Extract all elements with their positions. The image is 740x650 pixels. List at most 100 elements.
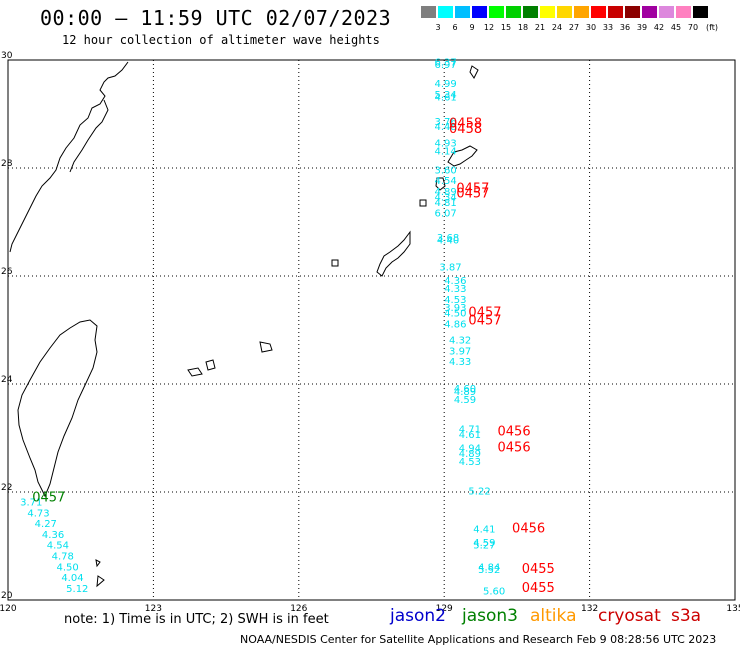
swh-value: 4.53: [459, 457, 481, 468]
swh-value: 4.94: [459, 444, 481, 455]
swh-value: 3.93: [444, 303, 466, 314]
ishigaki-coastline: [187, 367, 203, 377]
map-frame: [7, 59, 736, 601]
swh-value: 4.60: [454, 384, 476, 395]
lat-tick-label: 30: [1, 51, 13, 61]
swh-value: 3.68: [437, 233, 459, 244]
pass-time-label: 0457: [456, 181, 489, 196]
colorbar-label: 42: [653, 23, 665, 32]
swh-value: 4.78: [52, 552, 74, 563]
colorbar-swatch: [455, 6, 470, 18]
lat-tick-label: 24: [1, 375, 13, 385]
swh-value: 4.73: [27, 508, 49, 519]
colorbar-swatch: [489, 6, 504, 18]
iriomote-coastline: [205, 359, 216, 371]
swh-value: 4.71: [459, 425, 481, 436]
swh-value: 3.76: [435, 117, 457, 128]
swh-value: 3.97: [449, 346, 471, 357]
pass-time-label: 0457: [32, 491, 65, 506]
lat-tick-label: 20: [1, 591, 13, 601]
swh-value: 4.54: [47, 541, 69, 552]
swh-value: 3.71: [20, 498, 42, 509]
swh-value: 4.84: [478, 562, 500, 573]
colorbar-swatch: [557, 6, 572, 18]
lat-tick-label: 28: [1, 159, 13, 169]
swh-value: 4.27: [35, 519, 57, 530]
swh-value: 4.61: [459, 430, 481, 441]
yonaguni-coastline: [95, 559, 101, 568]
colorbar-label: 24: [551, 23, 563, 32]
swh-value: 5.22: [468, 487, 490, 498]
swh-value: 4.33: [444, 284, 466, 295]
lon-tick-label: 135: [726, 604, 740, 614]
swh-value: 4.99: [435, 79, 457, 90]
swh-value: 4.50: [56, 562, 78, 573]
tanegashima-coastline: [469, 65, 479, 79]
swh-value: 4.33: [449, 357, 471, 368]
note-text: note: 1) Time is in UTC; 2) SWH is in fe…: [64, 612, 329, 627]
swh-value: 5.60: [483, 587, 505, 598]
swh-value: 4.86: [444, 319, 466, 330]
satellite-jason3: jason3: [462, 606, 518, 626]
colorbar-swatch: [438, 6, 453, 18]
satellite-cryosat: cryosat: [598, 606, 661, 626]
lat-tick-label: 26: [1, 267, 13, 277]
colorbar-label: 30: [585, 23, 597, 32]
swh-value: 4.40: [437, 236, 459, 247]
colorbar-unit: (ft): [705, 23, 719, 32]
tokunoshima-coastline: [435, 177, 446, 191]
swh-value: 5.12: [66, 584, 88, 595]
colorbar-label: 18: [517, 23, 529, 32]
swh-value: 6.97: [435, 60, 457, 71]
coastlines: [9, 61, 479, 588]
lat-tick-label: 22: [1, 483, 12, 493]
swh-value: 4.36: [444, 276, 466, 287]
amami-coastline: [447, 145, 478, 167]
swh-value: 4.81: [435, 198, 457, 209]
colorbar-swatch: [472, 6, 487, 18]
swh-value: 4.89: [435, 187, 457, 198]
pass-times: 0458045804570457045704570456045604560455…: [32, 117, 555, 596]
map-title: 00:00 – 11:59 UTC 02/07/2023: [40, 6, 392, 30]
izena-coastline: [331, 259, 339, 267]
swh-value: 4.53: [444, 295, 466, 306]
colorbar-swatch: [642, 6, 657, 18]
swh-value: 4.89: [454, 387, 476, 398]
colorbar-swatch: [523, 6, 538, 18]
swh-value: 6.37: [435, 57, 457, 68]
lon-tick-label: 126: [290, 604, 307, 614]
lon-tick-label: 123: [145, 604, 162, 614]
colorbar-label: 9: [469, 23, 475, 32]
colorbar-swatch: [421, 6, 436, 18]
miyako-coastline: [259, 341, 273, 353]
swh-value: 6.07: [435, 209, 457, 220]
satellite-s3a: s3a: [671, 606, 702, 626]
swh-value: 5.27: [473, 541, 495, 552]
swh-value: 4.89: [459, 449, 481, 460]
swh-value: 4.14: [435, 147, 457, 158]
swh-value: 4.59: [454, 395, 476, 406]
swh-value: 3.60: [435, 165, 457, 176]
pass-time-label: 0457: [468, 314, 501, 329]
swh-value: 4.48: [435, 122, 457, 133]
colorbar-swatch: [693, 6, 708, 18]
kyushu-coastline: [9, 61, 129, 253]
swh-value: 3.87: [439, 263, 461, 274]
satellite-altika: altika: [530, 606, 577, 626]
swh-value: 4.32: [449, 336, 471, 347]
lon-tick-label: 132: [581, 604, 598, 614]
colorbar-swatch: [608, 6, 623, 18]
taiwan-coastline: [17, 319, 98, 498]
pass-time-label: 0457: [456, 187, 489, 202]
pass-time-label: 0455: [522, 562, 555, 577]
colorbar-label: 15: [500, 23, 512, 32]
pass-time-label: 0458: [449, 117, 482, 132]
colorbar-label: 3: [435, 23, 441, 32]
pass-time-label: 0456: [512, 522, 545, 537]
pass-time-label: 0458: [449, 122, 482, 137]
colorbar-swatch: [591, 6, 606, 18]
map-grid: 30 28 26 24 22 20 120 123 126 129 132 135: [0, 51, 740, 614]
swh-value: 5.52: [478, 565, 500, 576]
pass-time-label: 0456: [498, 441, 531, 456]
